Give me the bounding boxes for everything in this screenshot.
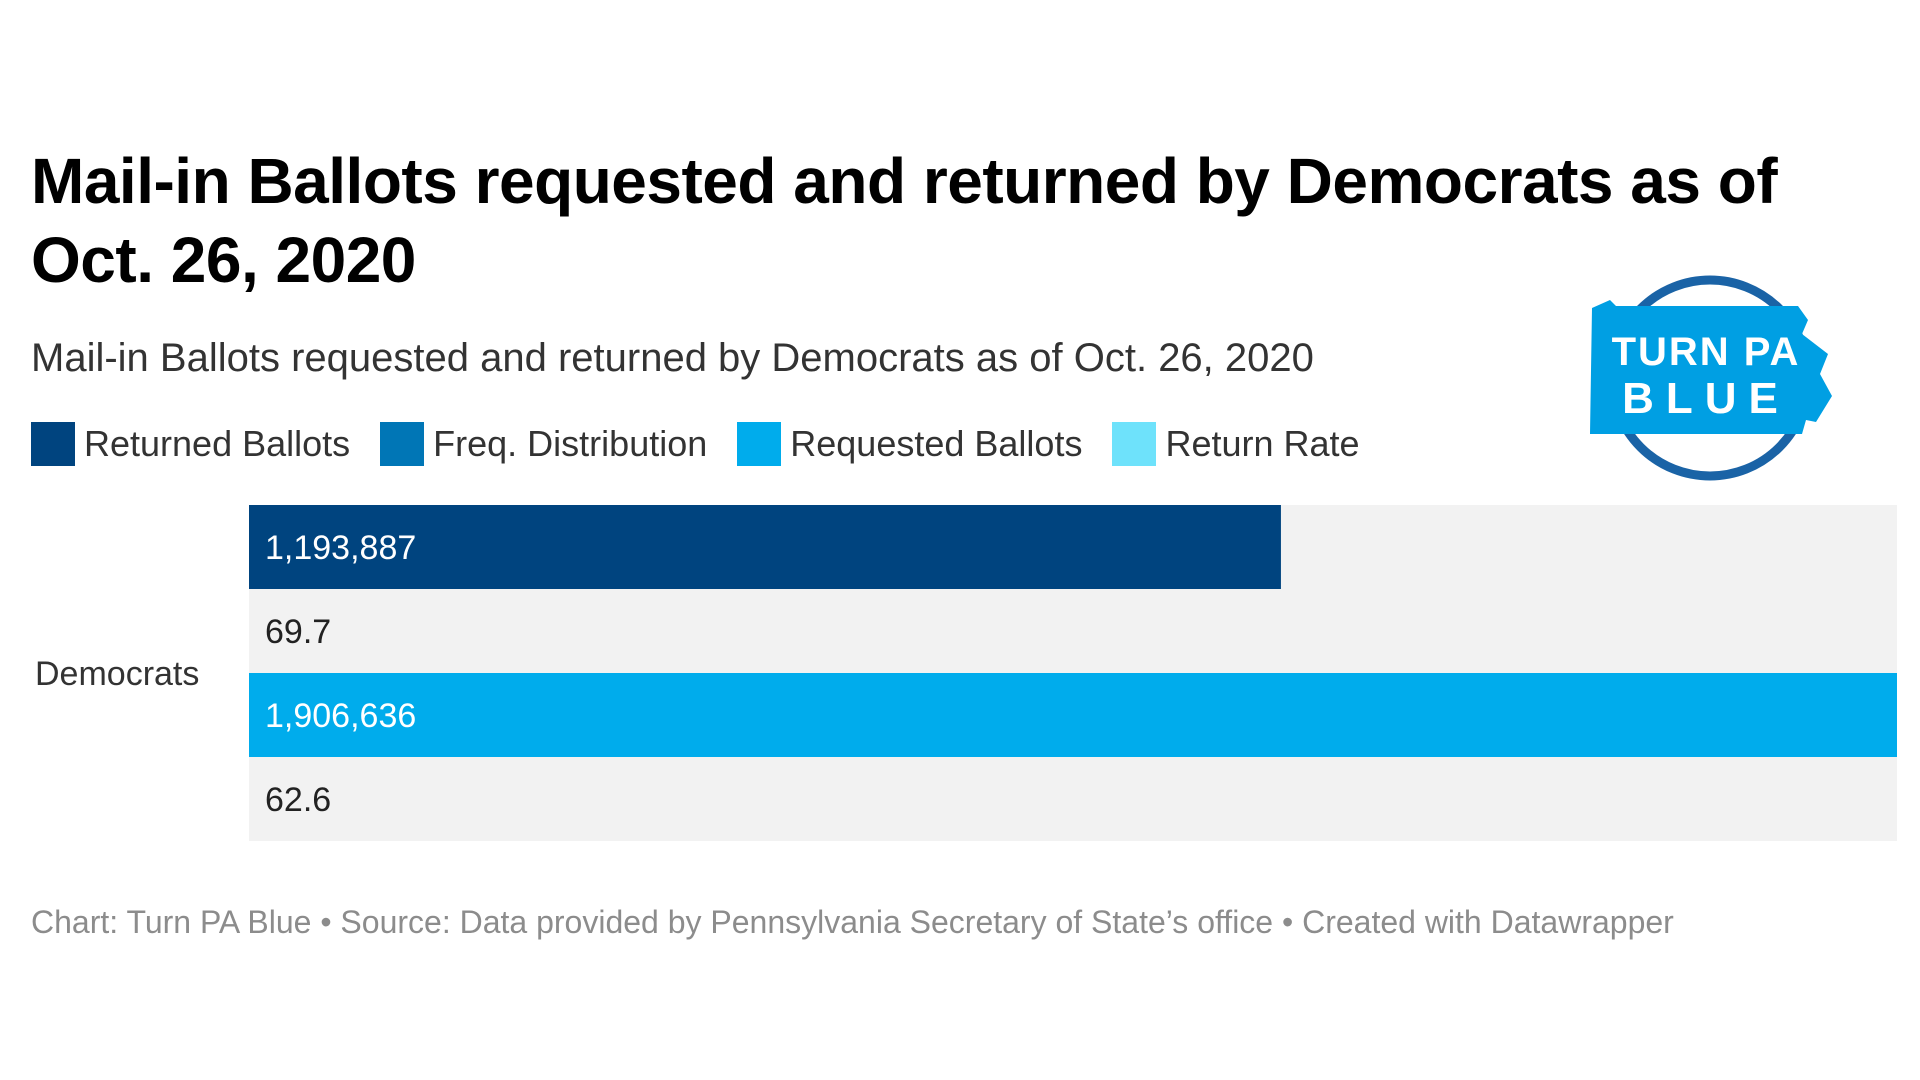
legend-swatch (380, 422, 425, 466)
legend-swatch (31, 422, 75, 466)
legend-swatch (1112, 422, 1157, 466)
legend-label: Requested Ballots (790, 423, 1083, 464)
legend-item-requested-ballots: Requested Ballots (737, 422, 1082, 466)
bar-requested-ballots (249, 673, 1897, 757)
bar-track (249, 757, 1897, 841)
data-label: 1,906,636 (265, 697, 416, 735)
chart-title: Mail-in Ballots requested and returned b… (31, 145, 1778, 296)
legend-swatch (737, 422, 782, 466)
data-label: 69.7 (265, 613, 331, 651)
data-label: 1,193,887 (265, 529, 416, 567)
data-label: 62.6 (265, 781, 331, 819)
logo-text-line2: BLUE (1622, 374, 1790, 423)
chart-legend: Returned Ballots Freq. Distribution Requ… (31, 422, 1390, 466)
legend-label: Return Rate (1165, 423, 1360, 464)
chart-subtitle: Mail-in Ballots requested and returned b… (31, 336, 1314, 380)
bar-chart: Democrats 1,193,887 69.7 1,906,636 62.6 (35, 505, 1897, 841)
logo-text-line1: TURN PA (1612, 330, 1801, 374)
legend-item-freq-distribution: Freq. Distribution (380, 422, 707, 466)
bar-track (249, 589, 1897, 673)
pennsylvania-shape-icon (1590, 300, 1832, 434)
turn-pa-blue-logo: TURN PA BLUE (1590, 275, 1832, 481)
legend-item-return-rate: Return Rate (1112, 422, 1360, 466)
legend-label: Freq. Distribution (433, 423, 708, 464)
legend-label: Returned Ballots (84, 423, 351, 464)
bar-returned-ballots (249, 505, 1281, 589)
category-label: Democrats (35, 655, 199, 693)
chart-footer: Chart: Turn PA Blue • Source: Data provi… (31, 904, 1674, 940)
legend-item-returned-ballots: Returned Ballots (31, 422, 350, 466)
bar-group: 1,193,887 69.7 1,906,636 62.6 (249, 505, 1897, 841)
